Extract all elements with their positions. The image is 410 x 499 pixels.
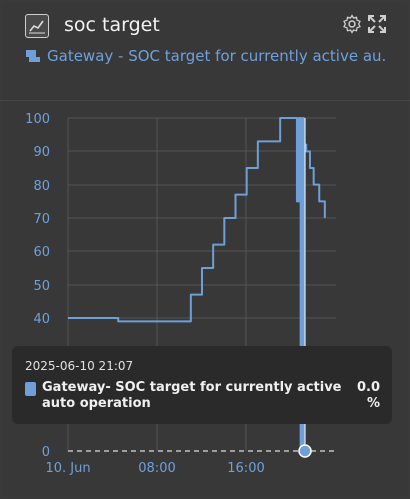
tooltip-timestamp: 2025-06-10 21:07 (25, 359, 134, 373)
y-tick-label: 90 (33, 145, 50, 160)
tooltip-value-number: 0.0 (356, 380, 380, 395)
series-source: Gateway - SOC target for currently activ… (25, 46, 395, 68)
series-line (68, 117, 326, 452)
y-tick-label: 50 (33, 279, 50, 294)
tooltip-value: 0.0 % (357, 380, 380, 412)
widget-header: soc target Gateway - SOC target for curr… (0, 0, 410, 65)
tooltip-series-swatch (25, 382, 36, 396)
y-tick-label: 80 (33, 179, 50, 194)
y-tick-label: 70 (33, 212, 50, 227)
device-icon (25, 48, 41, 64)
widget-title: soc target (64, 14, 160, 36)
y-tick-label: 0 (42, 445, 50, 460)
expand-icon[interactable] (367, 14, 387, 34)
y-tick-label: 60 (33, 245, 50, 260)
chart-icon (25, 14, 49, 38)
tooltip-series-label: Gateway- SOC target for currently active… (42, 380, 342, 411)
y-tick-label: 100 (25, 112, 50, 127)
x-tick-label: 16:00 (227, 461, 264, 476)
series-subtitle-link[interactable]: Gateway - SOC target for currently activ… (47, 47, 387, 65)
x-tick-label: 08:00 (138, 461, 175, 476)
gear-icon[interactable] (342, 14, 362, 34)
hover-point[interactable] (298, 444, 312, 458)
chart-tooltip: 2025-06-10 21:07 Gateway- SOC target for… (12, 346, 392, 424)
tooltip-value-unit: % (366, 396, 380, 411)
x-tick-label: 10. Jun (45, 461, 90, 476)
header-divider (0, 100, 410, 101)
y-tick-label: 40 (33, 312, 50, 327)
